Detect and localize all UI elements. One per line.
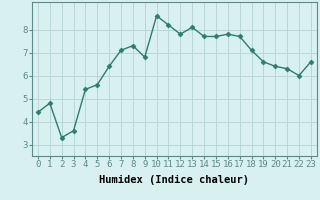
X-axis label: Humidex (Indice chaleur): Humidex (Indice chaleur) bbox=[100, 175, 249, 185]
